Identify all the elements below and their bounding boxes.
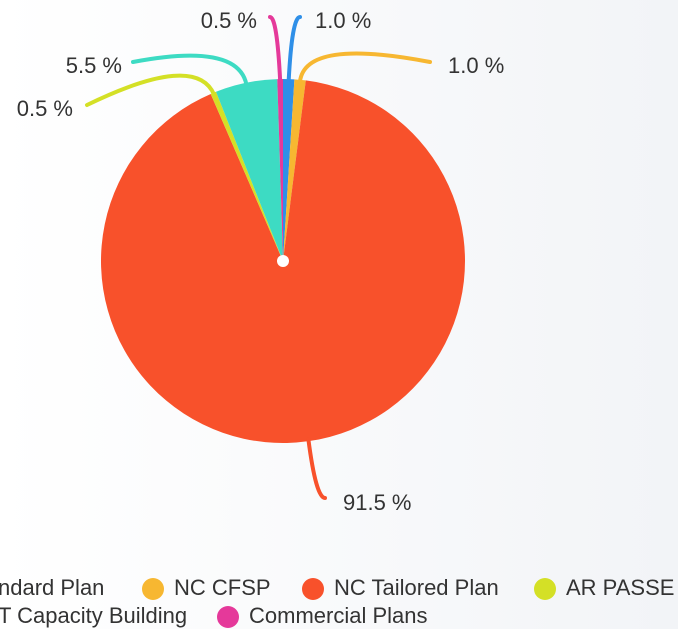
- legend-marker: [142, 578, 164, 600]
- legend-label: AR PASSE: [566, 575, 674, 600]
- data-label: 0.5 %: [201, 8, 257, 33]
- legend-marker: [302, 578, 324, 600]
- pie-slice: [210, 91, 283, 262]
- leader-line: [85, 73, 217, 107]
- data-label: 5.5 %: [66, 53, 122, 78]
- leader-line: [131, 53, 249, 87]
- legend-label: Commercial Plans: [249, 603, 428, 628]
- data-label: 1.0 %: [448, 53, 504, 78]
- pie-slice: [283, 79, 306, 262]
- leader-line: [268, 15, 283, 84]
- leader-line: [286, 15, 302, 84]
- pie-slice: [277, 79, 283, 261]
- legend-label: T Capacity Building: [0, 603, 187, 628]
- legend-label: NC CFSP: [174, 575, 271, 600]
- leader-line: [297, 51, 432, 84]
- legend-marker: [217, 606, 239, 628]
- center-dot: [277, 255, 289, 267]
- pie-slice: [216, 79, 283, 261]
- legend-label: ndard Plan: [0, 575, 104, 600]
- leader-line: [306, 437, 327, 500]
- data-label: 91.5 %: [343, 490, 412, 515]
- pie-slice: [283, 79, 295, 261]
- legend-label: NC Tailored Plan: [334, 575, 499, 600]
- data-label: 1.0 %: [315, 8, 371, 33]
- legend-marker: [534, 578, 556, 600]
- data-label: 0.5 %: [17, 96, 73, 121]
